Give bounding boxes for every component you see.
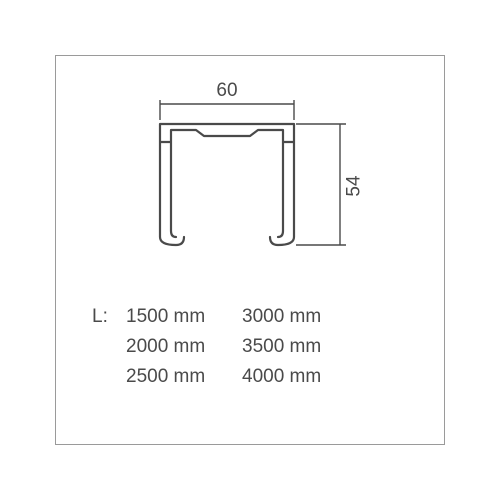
top-dimension-line [160, 100, 294, 120]
length-options-block: L: 1500 mm 3000 mm 2000 mm 3500 mm 2500 … [92, 302, 358, 392]
profile-cross-section [160, 124, 294, 245]
length-row-1: L: 1500 mm 3000 mm [92, 302, 358, 332]
length-col2-3: 4000 mm [242, 362, 358, 392]
length-col2-2: 3500 mm [242, 332, 358, 362]
length-prefix: L: [92, 302, 126, 332]
length-col1-2: 2000 mm [126, 332, 242, 362]
profile-drawing [0, 0, 500, 500]
length-prefix-spacer [92, 332, 126, 362]
length-col1-1: 1500 mm [126, 302, 242, 332]
length-prefix-spacer [92, 362, 126, 392]
right-dimension-line [296, 124, 346, 245]
length-col1-3: 2500 mm [126, 362, 242, 392]
length-row-3: 2500 mm 4000 mm [92, 362, 358, 392]
length-col2-1: 3000 mm [242, 302, 358, 332]
length-row-2: 2000 mm 3500 mm [92, 332, 358, 362]
